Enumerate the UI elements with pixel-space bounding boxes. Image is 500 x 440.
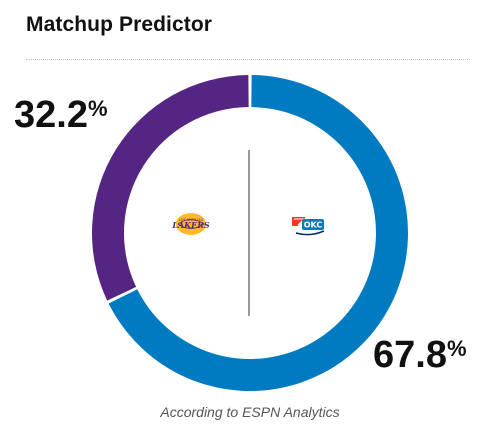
- footnote: According to ESPN Analytics: [160, 404, 340, 420]
- home-win-percentage: 67.8%: [373, 336, 467, 374]
- away-win-percentage: 32.2%: [14, 96, 108, 134]
- lakers-logo-icon: LOS ANGELES LAKERS: [171, 213, 210, 235]
- svg-text:LOS ANGELES: LOS ANGELES: [179, 218, 204, 222]
- thunder-logo-text: OKC: [304, 221, 323, 230]
- home-percentage-value: 67.8: [373, 334, 447, 376]
- home-percent-sign: %: [446, 336, 467, 361]
- away-percentage-value: 32.2: [14, 94, 88, 136]
- title-divider: [26, 59, 470, 60]
- lakers-logo-text: LAKERS: [171, 220, 210, 230]
- donut-slices: [92, 75, 409, 391]
- thunder-logo-icon: OKC: [292, 217, 325, 236]
- away-percent-sign: %: [87, 96, 108, 121]
- widget-title: Matchup Predictor: [26, 13, 213, 36]
- lakers-win-slice: [92, 75, 249, 301]
